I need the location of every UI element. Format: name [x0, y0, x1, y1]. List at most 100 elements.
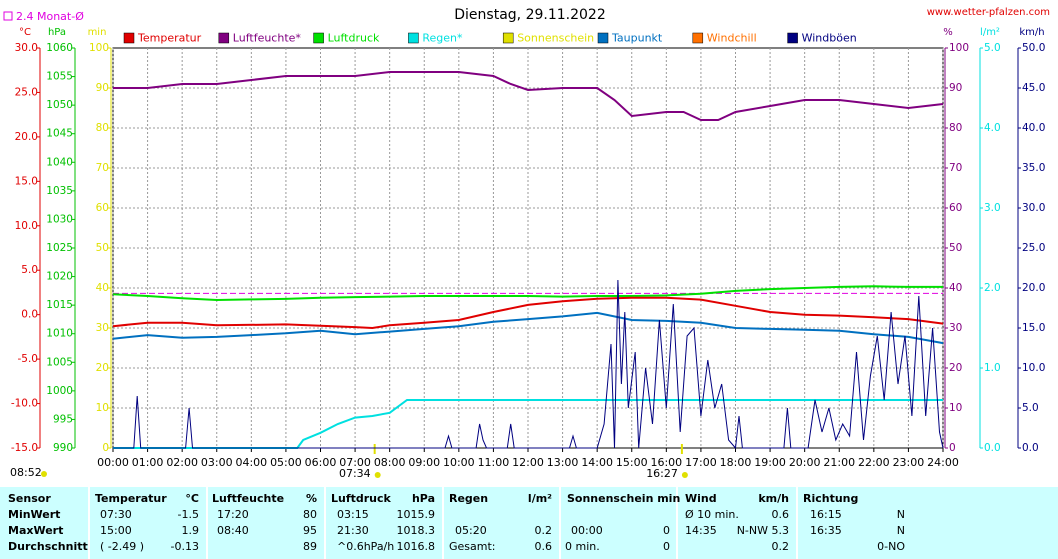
table-cell: Ø 10 min. [685, 508, 739, 521]
axis-unit: km/h [1019, 27, 1044, 38]
y-tick-label: 50.0 [1022, 42, 1045, 54]
legend-swatch [218, 32, 230, 44]
legend-label: Luftfeuchte* [233, 32, 302, 45]
table-cell: 0.2 [535, 524, 553, 537]
y-tick-label: 25.0 [15, 86, 38, 98]
sunrise-icon [374, 472, 381, 478]
table-cell: Gesamt: [449, 540, 496, 553]
y-tick-label: 90 [96, 82, 109, 94]
x-tick-label: 07:00 [339, 456, 371, 469]
y-tick-label: 1.0 [984, 362, 1001, 374]
x-tick-label: 19:00 [754, 456, 786, 469]
y-tick-label: 0.0 [984, 442, 1001, 454]
y-tick-label: 990 [53, 442, 73, 454]
table-cell: 0 [663, 540, 670, 553]
y-tick-label: 100 [949, 42, 969, 54]
y-tick-label: 50 [949, 242, 962, 254]
legend-swatch [502, 32, 514, 44]
y-tick-label: 50 [96, 242, 109, 254]
x-tick-label: 09:00 [408, 456, 440, 469]
table-header: Luftdruck [331, 492, 392, 505]
legend-label: Temperatur [137, 32, 202, 45]
y-tick-label: 0 [102, 442, 109, 454]
series-line [112, 285, 943, 302]
series-line [112, 296, 944, 330]
ref-label: 2.4 Monat-Ø [16, 10, 84, 23]
y-tick-label: 1010 [46, 328, 73, 340]
table-cell: 07:30 [100, 508, 132, 521]
x-tick-label: 23:00 [893, 456, 925, 469]
table-cell-bg [561, 487, 676, 559]
table-cell: 0-NO [877, 540, 905, 553]
x-tick-label: 24:00 [927, 456, 959, 469]
table-cell: -0.13 [171, 540, 199, 553]
x-tick-label: 11:00 [478, 456, 510, 469]
series-line [113, 399, 943, 449]
y-tick-label: 40 [949, 282, 962, 294]
table-cell-bg [208, 487, 324, 559]
axis-unit: hPa [48, 27, 66, 38]
table-header: Temperatur [95, 492, 167, 505]
y-tick-label: 10.0 [15, 220, 38, 232]
x-tick-label: 15:00 [616, 456, 648, 469]
y-tick-label: -5.0 [18, 353, 39, 365]
y-tick-label: 4.0 [984, 122, 1001, 134]
x-tick-label: 20:00 [789, 456, 821, 469]
y-tick-label: 40 [96, 282, 109, 294]
x-tick-label: 18:00 [720, 456, 752, 469]
y-tick-label: 15.0 [1022, 322, 1045, 334]
sun-icon [41, 471, 47, 477]
table-header: Luftfeuchte [212, 492, 284, 505]
y-tick-label: 1035 [46, 185, 73, 197]
row-label: Durchschnitt [8, 540, 88, 553]
row-label: MinWert [8, 508, 60, 521]
series-line [112, 311, 944, 345]
y-tick-label: 5.0 [1022, 402, 1039, 414]
y-tick-label: 30.0 [1022, 202, 1045, 214]
legend-label: Regen* [422, 32, 463, 45]
row-label: MaxWert [8, 524, 63, 537]
table-cell: 08:40 [217, 524, 249, 537]
x-tick-label: 13:00 [547, 456, 579, 469]
sunset-icon [681, 472, 688, 478]
updated: 08:52 [10, 466, 42, 479]
legend-label: Windböen [802, 32, 857, 45]
y-tick-label: 30 [96, 322, 109, 334]
y-tick-label: -10.0 [11, 398, 38, 410]
table-header: Richtung [803, 492, 858, 505]
y-tick-label: 1045 [46, 128, 73, 140]
axis-unit: °C [19, 27, 31, 38]
table-cell: 80 [303, 508, 317, 521]
table-cell: 1018.3 [397, 524, 436, 537]
y-tick-label: 1030 [46, 213, 73, 225]
table-cell: 89 [303, 540, 317, 553]
table-header: Wind [685, 492, 717, 505]
table-cell: 0 min. [565, 540, 600, 553]
y-tick-label: 60 [949, 202, 962, 214]
table-cell-bg [444, 487, 559, 559]
table-cell: 1015.9 [397, 508, 436, 521]
series-line [113, 279, 944, 450]
table-cell: 21:30 [337, 524, 369, 537]
legend-swatch [123, 32, 135, 44]
x-tick-label: 16:00 [650, 456, 682, 469]
y-tick-label: 90 [949, 82, 962, 94]
table-header: % [306, 492, 317, 505]
y-tick-label: 1000 [46, 385, 73, 397]
x-tick-label: 04:00 [235, 456, 267, 469]
table-header: Sonnenschein min [567, 492, 680, 505]
legend-label: Luftdruck [328, 32, 380, 45]
y-tick-label: 20.0 [1022, 282, 1045, 294]
x-tick-label: 10:00 [443, 456, 475, 469]
legend-swatch [692, 32, 704, 44]
y-tick-label: 30.0 [15, 42, 38, 54]
y-tick-label: 1015 [46, 299, 73, 311]
table-cell: 17:20 [217, 508, 249, 521]
table-header: hPa [412, 492, 435, 505]
y-tick-label: 10 [96, 402, 109, 414]
table-header: km/h [758, 492, 789, 505]
x-tick-label: 06:00 [305, 456, 337, 469]
y-tick-label: 70 [949, 162, 962, 174]
